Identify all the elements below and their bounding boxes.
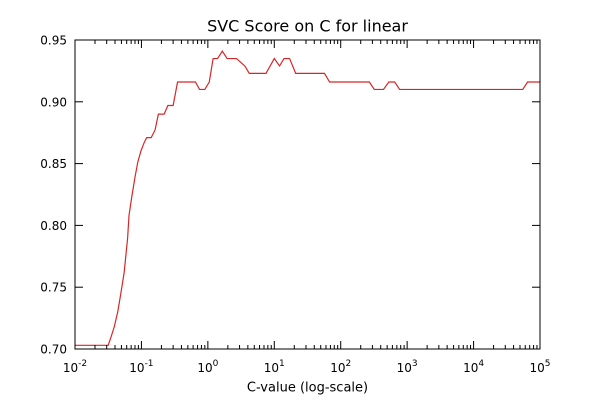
y-tick-label: 0.90 <box>40 95 67 109</box>
y-tick-label: 0.75 <box>40 281 67 295</box>
y-tick-label: 0.70 <box>40 343 67 357</box>
y-tick-label: 0.95 <box>40 34 67 48</box>
plot-frame <box>74 39 541 350</box>
x-tick-label: 102 <box>330 359 351 375</box>
x-tick-label: 104 <box>463 359 484 375</box>
y-tick-label: 0.85 <box>40 157 67 171</box>
x-tick-label: 100 <box>197 359 218 375</box>
x-tick-label: 105 <box>529 359 550 375</box>
series-line-0 <box>75 50 540 346</box>
x-tick-label: 101 <box>264 359 285 375</box>
plot-area <box>75 50 540 346</box>
x-tick-label: 10-1 <box>129 359 153 375</box>
x-tick-label: 103 <box>397 359 418 375</box>
y-tick-label: 0.80 <box>40 219 67 233</box>
x-tick-label: 10-2 <box>63 359 87 375</box>
chart-title: SVC Score on C for linear <box>207 17 408 36</box>
x-axis-label: C-value (log-scale) <box>247 381 368 396</box>
axis-ticks: 10-2 10-1 100 101 102 103 104 105 0.70 0.75 0.80 0.… <box>40 34 550 376</box>
